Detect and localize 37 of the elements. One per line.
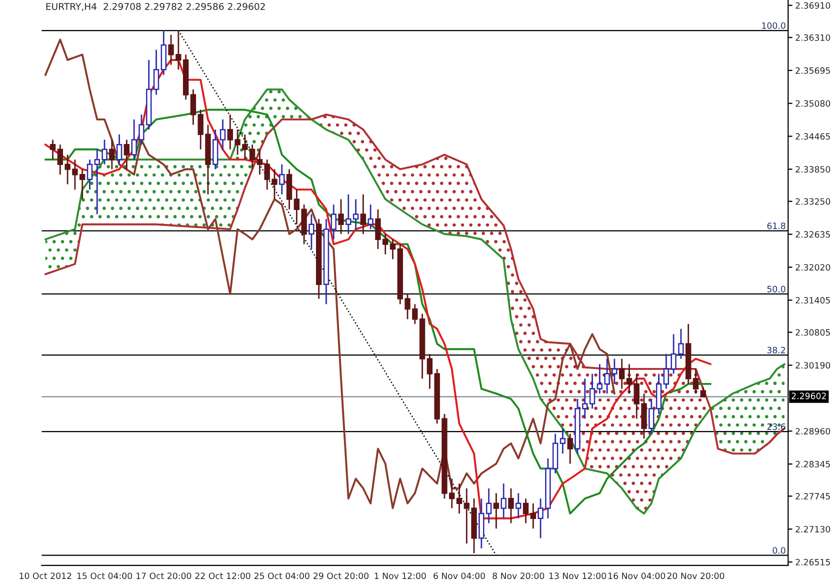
x-tick-label: 15 Oct 04:00 — [77, 572, 132, 580]
y-tick-label: 2.36910 — [796, 2, 830, 9]
x-tick-label: 6 Nov 04:00 — [434, 572, 485, 580]
y-tick-label: 2.28960 — [796, 428, 830, 434]
annotation: 50.0 — [767, 286, 786, 292]
annotation: 23.6 — [767, 423, 786, 430]
y-tick-label: 2.26515 — [796, 558, 830, 566]
x-tick-label: 29 Oct 20:00 — [314, 572, 369, 580]
chart-title: EURTRY,H4 2.29708 2.29782 2.29586 2.29602 — [46, 2, 265, 11]
x-tick-label: 17 Oct 20:00 — [136, 572, 192, 580]
annotation: 100.0 — [762, 22, 786, 29]
x-tick-label: 10 Oct 2012 — [20, 572, 72, 580]
y-tick-label: 2.31405 — [796, 297, 830, 304]
x-tick-label: 25 Oct 04:00 — [254, 572, 310, 580]
annotation: 61.8 — [767, 222, 786, 230]
x-tick-label: 1 Nov 12:00 — [374, 572, 426, 580]
y-tick-label: 2.35080 — [796, 100, 830, 107]
y-tick-label: 2.32020 — [796, 264, 830, 271]
y-tick-label: 2.34465 — [796, 133, 830, 140]
y-tick-label: 2.30805 — [796, 329, 830, 336]
y-tick-label: 2.30190 — [796, 362, 830, 369]
x-tick-label: 13 Nov 12:00 — [549, 572, 606, 580]
x-tick-label: 22 Oct 12:00 — [195, 572, 250, 580]
y-tick-label: 2.35695 — [796, 67, 830, 74]
annotation: 0.0 — [772, 547, 786, 554]
annotation: 38.2 — [767, 346, 786, 354]
x-tick-label: 16 Nov 04:00 — [608, 572, 666, 580]
ref-line-label: 2.29602 — [792, 392, 826, 400]
y-tick-label: 2.33250 — [796, 198, 830, 205]
y-tick-label: 2.27745 — [796, 493, 830, 500]
x-tick-label: 8 Nov 20:00 — [492, 572, 544, 580]
y-tick-label: 2.27130 — [796, 526, 830, 532]
x-tick-label: 20 Nov 20:00 — [667, 572, 724, 580]
y-tick-label: 2.36310 — [796, 34, 830, 41]
y-tick-label: 2.32635 — [796, 231, 830, 238]
y-tick-label: 2.28345 — [796, 460, 830, 468]
y-tick-label: 2.33850 — [796, 166, 830, 173]
